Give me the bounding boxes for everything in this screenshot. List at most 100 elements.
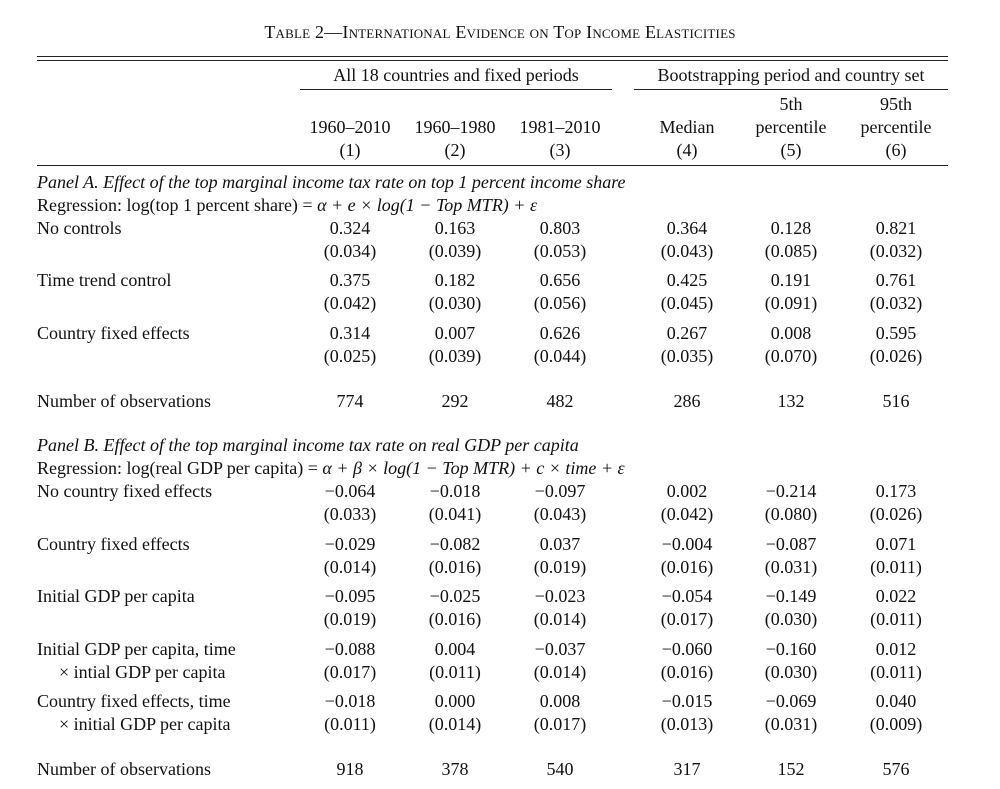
se-cell: (0.031) <box>764 714 818 734</box>
se-cell: (0.025) <box>323 346 377 366</box>
top-rule-2 <box>37 60 948 61</box>
coef-cell: 0.040 <box>875 691 917 711</box>
se-cell: (0.039) <box>428 346 482 366</box>
se-cell: (0.026) <box>869 346 923 366</box>
coef-cell: 0.803 <box>539 218 581 238</box>
row-label: Time trend control <box>37 269 171 292</box>
group-label-left: All 18 countries and fixed periods <box>333 65 579 85</box>
coef-cell: −0.004 <box>661 534 713 554</box>
col-header-label-line1: 95th <box>879 94 912 114</box>
coef-cell: −0.060 <box>661 639 713 659</box>
panel-a-title: Panel A. Effect of the top marginal inco… <box>37 172 626 192</box>
coef-cell: −0.054 <box>661 586 713 606</box>
row-label: No controls <box>37 217 122 240</box>
panel-a-obs-label: Number of observations <box>37 391 211 411</box>
header-rule <box>37 165 948 166</box>
coef-cell: −0.095 <box>324 586 376 606</box>
row-label-line1: Country fixed effects, time <box>37 691 231 711</box>
col-header-label-line1: 5th <box>779 94 803 114</box>
panel-b-obs-label: Number of observations <box>37 759 211 779</box>
coef-cell: −0.023 <box>534 586 586 606</box>
regression-prefix: Regression: log(top 1 percent share) = <box>37 195 318 215</box>
se-cell: (0.017) <box>323 662 377 682</box>
group-label-right: Bootstrapping period and country set <box>657 65 925 85</box>
se-cell: (0.091) <box>764 293 818 313</box>
se-cell: (0.017) <box>660 609 714 629</box>
se-cell: (0.035) <box>660 346 714 366</box>
se-cell: (0.085) <box>764 241 818 261</box>
se-cell: (0.080) <box>764 504 818 524</box>
group-rule-right <box>634 89 948 90</box>
se-cell: (0.013) <box>660 714 714 734</box>
col-header-label: Median <box>659 117 715 137</box>
se-cell: (0.043) <box>660 241 714 261</box>
se-cell: (0.041) <box>428 504 482 524</box>
obs-cell: 482 <box>546 391 574 411</box>
coef-cell: −0.025 <box>429 586 481 606</box>
col-header-number: (3) <box>549 140 571 160</box>
col-header-number: (2) <box>444 140 466 160</box>
coef-cell: 0.012 <box>875 639 917 659</box>
coef-cell: 0.425 <box>666 270 708 290</box>
regression-prefix: Regression: log(real GDP per capita) = <box>37 458 323 478</box>
group-rule-left <box>300 89 612 90</box>
se-cell: (0.034) <box>323 241 377 261</box>
se-cell: (0.014) <box>323 557 377 577</box>
se-cell: (0.033) <box>323 504 377 524</box>
row-label: No country fixed effects <box>37 480 212 503</box>
row-label-line1: Initial GDP per capita, time <box>37 639 236 659</box>
se-cell: (0.031) <box>764 557 818 577</box>
panel-b-title: Panel B. Effect of the top marginal inco… <box>37 435 579 455</box>
se-cell: (0.014) <box>428 714 482 734</box>
obs-cell: 516 <box>882 391 910 411</box>
se-cell: (0.016) <box>428 609 482 629</box>
obs-cell: 292 <box>441 391 469 411</box>
coef-cell: −0.087 <box>765 534 817 554</box>
obs-cell: 317 <box>673 759 701 779</box>
coef-cell: 0.375 <box>329 270 371 290</box>
coef-cell: −0.064 <box>324 481 376 501</box>
coef-cell: 0.128 <box>770 218 812 238</box>
col-header-number: (1) <box>339 140 361 160</box>
col-header-label: 1981–2010 <box>519 117 601 137</box>
coef-cell: −0.097 <box>534 481 586 501</box>
se-cell: (0.017) <box>533 714 587 734</box>
se-cell: (0.039) <box>428 241 482 261</box>
obs-cell: 378 <box>441 759 469 779</box>
se-cell: (0.011) <box>324 714 376 734</box>
col-header-label: 1960–2010 <box>309 117 391 137</box>
obs-cell: 132 <box>777 391 805 411</box>
coef-cell: 0.008 <box>770 323 812 343</box>
coef-cell: 0.324 <box>329 218 371 238</box>
se-cell: (0.053) <box>533 241 587 261</box>
coef-cell: −0.037 <box>534 639 586 659</box>
col-header-number: (4) <box>676 140 698 160</box>
se-cell: (0.056) <box>533 293 587 313</box>
se-cell: (0.042) <box>323 293 377 313</box>
obs-cell: 152 <box>777 759 805 779</box>
se-cell: (0.011) <box>870 609 922 629</box>
se-cell: (0.011) <box>429 662 481 682</box>
table-title: Table 2—International Evidence on Top In… <box>264 22 736 42</box>
coef-cell: −0.029 <box>324 534 376 554</box>
col-header-3: 1981–2010 (3) <box>510 116 610 162</box>
top-rule-1 <box>37 56 948 57</box>
regression-formula: α + e × log(1 − Top MTR) + ε <box>317 195 538 215</box>
coef-cell: −0.088 <box>324 639 376 659</box>
coef-cell: 0.037 <box>539 534 581 554</box>
col-header-number: (6) <box>885 140 907 160</box>
se-cell: (0.042) <box>660 504 714 524</box>
col-header-1: 1960–2010 (1) <box>300 116 400 162</box>
coef-cell: 0.022 <box>875 586 917 606</box>
row-label: Country fixed effects <box>37 322 190 345</box>
coef-cell: −0.069 <box>765 691 817 711</box>
row-label: Country fixed effects, time × initial GDP… <box>37 690 231 736</box>
obs-cell: 540 <box>546 759 574 779</box>
se-cell: (0.019) <box>323 609 377 629</box>
coef-cell: −0.018 <box>429 481 481 501</box>
row-label-line1: Country fixed effects <box>37 323 190 343</box>
coef-cell: 0.364 <box>666 218 708 238</box>
coef-cell: −0.149 <box>765 586 817 606</box>
se-cell: (0.014) <box>533 609 587 629</box>
